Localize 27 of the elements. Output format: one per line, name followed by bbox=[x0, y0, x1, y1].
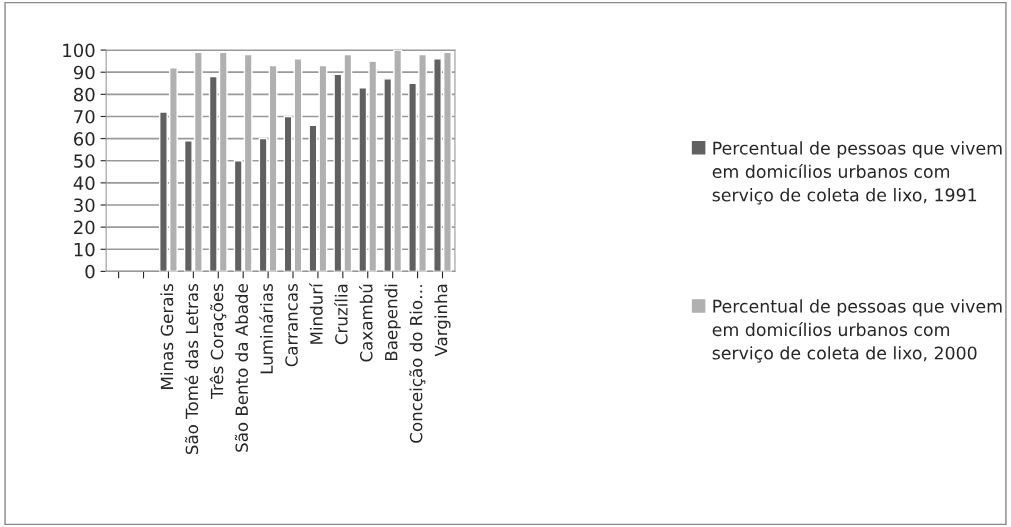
y-tick-label: 70 bbox=[74, 109, 95, 124]
x-tick-label: Mindurí bbox=[309, 282, 323, 344]
legend-label: Percentual de pessoas que vivem em domicílios urbanos com serviço de coleta de lixo, 2000 bbox=[712, 299, 1002, 363]
x-tick-label: Caxambú bbox=[359, 284, 373, 362]
y-tick-label: 60 bbox=[74, 132, 95, 146]
x-tick-label: São Bento da Abade bbox=[234, 284, 249, 452]
x-tick-label: São Tomé das Letras bbox=[184, 284, 199, 455]
x-tick-label: Luminárias bbox=[259, 284, 273, 374]
y-tick-label: 30 bbox=[74, 198, 95, 213]
y-tick-label: 40 bbox=[73, 176, 95, 190]
y-tick-label: 0 bbox=[85, 264, 95, 279]
x-tick-label: Três Corações bbox=[209, 284, 227, 399]
x-tick-label: Carrancas bbox=[285, 284, 298, 367]
y-tick-label: 90 bbox=[73, 65, 95, 80]
x-tick-label: Minas Gerais bbox=[160, 284, 174, 389]
x-tick-label: Baependi bbox=[384, 284, 401, 361]
x-tick-label: Conceição do Rio… bbox=[409, 285, 426, 443]
bar bbox=[283, 115, 293, 272]
bar bbox=[293, 58, 303, 272]
y-tick-label: 80 bbox=[73, 87, 95, 102]
y-tick-label: 20 bbox=[74, 220, 95, 235]
x-tick-label: Varginha bbox=[434, 284, 451, 357]
y-tick-label: 100 bbox=[63, 43, 95, 58]
legend-label: Percentual de pessoas que vivem em domicílios urbanos com serviço de coleta de lixo, 1991 bbox=[712, 141, 1002, 205]
y-tick-label: 50 bbox=[74, 154, 95, 168]
y-tick-label: 10 bbox=[74, 242, 95, 257]
x-tick-label: Cruzília bbox=[334, 284, 348, 345]
